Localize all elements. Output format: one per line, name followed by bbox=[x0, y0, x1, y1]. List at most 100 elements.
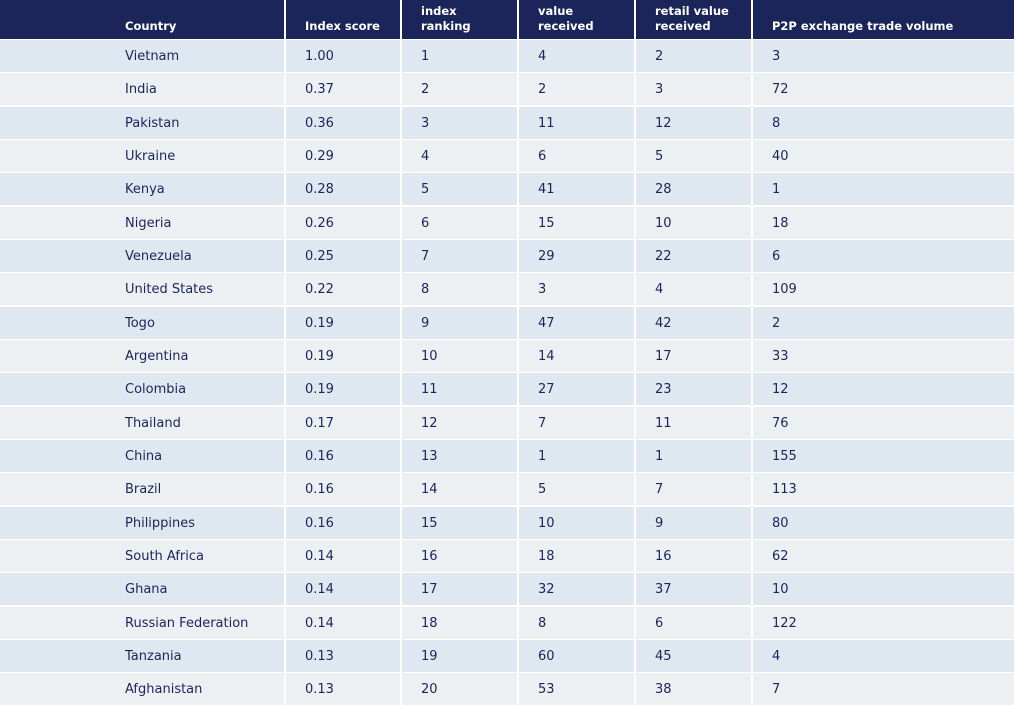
column-divider bbox=[751, 0, 753, 706]
cell-country: South Africa bbox=[125, 548, 204, 564]
cell-country: Russian Federation bbox=[125, 615, 249, 631]
cell-index-score: 0.16 bbox=[305, 481, 334, 497]
cell-country: Thailand bbox=[125, 415, 181, 431]
column-header-label: Overall index ranking bbox=[421, 0, 471, 33]
cell-index-score: 0.14 bbox=[305, 615, 334, 631]
cell-overall-ranking: 14 bbox=[421, 481, 438, 497]
cell-index-score: 0.13 bbox=[305, 648, 334, 664]
cell-country: Venezuela bbox=[125, 248, 192, 264]
table-header: Country Index score Overall index rankin… bbox=[0, 0, 1014, 39]
cell-overall-ranking: 3 bbox=[421, 115, 430, 131]
cell-onchain-retail: 4 bbox=[655, 281, 664, 297]
cell-country: Nigeria bbox=[125, 215, 172, 231]
cell-p2p-volume: 122 bbox=[772, 615, 797, 631]
cell-onchain-retail: 45 bbox=[655, 648, 672, 664]
cell-onchain-value: 53 bbox=[538, 681, 555, 697]
cell-p2p-volume: 62 bbox=[772, 548, 789, 564]
cell-country: Vietnam bbox=[125, 48, 180, 64]
cell-onchain-value: 1 bbox=[538, 448, 547, 464]
table-row: Afghanistan 0.13 20 53 38 7 bbox=[0, 673, 1014, 705]
cell-overall-ranking: 20 bbox=[421, 681, 438, 697]
column-header-onchain-value: On-chain value received bbox=[518, 0, 635, 39]
table-row: United States 0.22 8 3 4 109 bbox=[0, 273, 1014, 305]
cell-index-score: 0.36 bbox=[305, 115, 334, 131]
cell-p2p-volume: 33 bbox=[772, 348, 789, 364]
cell-index-score: 0.26 bbox=[305, 215, 334, 231]
table-row: Ukraine 0.29 4 6 5 40 bbox=[0, 140, 1014, 172]
cell-onchain-retail: 16 bbox=[655, 548, 672, 564]
table-row: Tanzania 0.13 19 60 45 4 bbox=[0, 640, 1014, 672]
table-row: Colombia 0.19 11 27 23 12 bbox=[0, 373, 1014, 405]
cell-country: Argentina bbox=[125, 348, 189, 364]
cell-country: India bbox=[125, 81, 157, 97]
cell-overall-ranking: 19 bbox=[421, 648, 438, 664]
cell-index-score: 0.19 bbox=[305, 381, 334, 397]
cell-country: Brazil bbox=[125, 481, 162, 497]
cell-p2p-volume: 3 bbox=[772, 48, 781, 64]
column-divider bbox=[400, 0, 402, 706]
column-header-country: Country bbox=[0, 0, 285, 39]
table-row: South Africa 0.14 16 18 16 62 bbox=[0, 540, 1014, 572]
cell-overall-ranking: 8 bbox=[421, 281, 430, 297]
cell-index-score: 0.14 bbox=[305, 581, 334, 597]
cell-p2p-volume: 113 bbox=[772, 481, 797, 497]
cell-onchain-value: 18 bbox=[538, 548, 555, 564]
table-row: Thailand 0.17 12 7 11 76 bbox=[0, 407, 1014, 439]
cell-onchain-retail: 22 bbox=[655, 248, 672, 264]
cell-country: China bbox=[125, 448, 163, 464]
cell-p2p-volume: 72 bbox=[772, 81, 789, 97]
cell-onchain-retail: 42 bbox=[655, 315, 672, 331]
cell-onchain-retail: 7 bbox=[655, 481, 664, 497]
cell-index-score: 0.16 bbox=[305, 515, 334, 531]
cell-country: Colombia bbox=[125, 381, 187, 397]
cell-onchain-retail: 5 bbox=[655, 148, 664, 164]
cell-onchain-retail: 37 bbox=[655, 581, 672, 597]
cell-onchain-value: 7 bbox=[538, 415, 547, 431]
table-row: Venezuela 0.25 7 29 22 6 bbox=[0, 240, 1014, 272]
cell-p2p-volume: 109 bbox=[772, 281, 797, 297]
cell-p2p-volume: 155 bbox=[772, 448, 797, 464]
table-row: Pakistan 0.36 3 11 12 8 bbox=[0, 107, 1014, 139]
table-row: China 0.16 13 1 1 155 bbox=[0, 440, 1014, 472]
cell-index-score: 0.19 bbox=[305, 315, 334, 331]
cell-country: Philippines bbox=[125, 515, 196, 531]
column-divider bbox=[284, 0, 286, 706]
cell-country: Ghana bbox=[125, 581, 168, 597]
column-header-label: On-chain value received bbox=[538, 0, 596, 33]
cell-p2p-volume: 7 bbox=[772, 681, 781, 697]
cell-country: Togo bbox=[125, 315, 155, 331]
cell-country: United States bbox=[125, 281, 214, 297]
cell-index-score: 0.37 bbox=[305, 81, 334, 97]
cell-index-score: 0.28 bbox=[305, 181, 334, 197]
cell-p2p-volume: 4 bbox=[772, 648, 781, 664]
cell-index-score: 1.00 bbox=[305, 48, 334, 64]
table-row: Philippines 0.16 15 10 9 80 bbox=[0, 507, 1014, 539]
cell-p2p-volume: 2 bbox=[772, 315, 781, 331]
table-row: Kenya 0.28 5 41 28 1 bbox=[0, 173, 1014, 205]
column-header-label: Index score bbox=[305, 19, 380, 33]
cell-onchain-value: 29 bbox=[538, 248, 555, 264]
column-header-p2p-volume: P2P exchange trade volume bbox=[752, 0, 1014, 39]
cell-index-score: 0.25 bbox=[305, 248, 334, 264]
column-divider bbox=[634, 0, 636, 706]
cell-p2p-volume: 6 bbox=[772, 248, 781, 264]
cell-onchain-value: 4 bbox=[538, 48, 547, 64]
cell-country: Ukraine bbox=[125, 148, 176, 164]
table-row: India 0.37 2 2 3 72 bbox=[0, 73, 1014, 105]
cell-overall-ranking: 2 bbox=[421, 81, 430, 97]
cell-onchain-retail: 9 bbox=[655, 515, 664, 531]
column-header-overall-ranking: Overall index ranking bbox=[401, 0, 518, 39]
cell-country: Kenya bbox=[125, 181, 165, 197]
cell-onchain-value: 47 bbox=[538, 315, 555, 331]
table-row: Vietnam 1.00 1 4 2 3 bbox=[0, 40, 1014, 72]
column-header-label: P2P exchange trade volume bbox=[772, 19, 954, 33]
cell-onchain-retail: 28 bbox=[655, 181, 672, 197]
cell-onchain-value: 32 bbox=[538, 581, 555, 597]
table-row: Brazil 0.16 14 5 7 113 bbox=[0, 473, 1014, 505]
cell-overall-ranking: 10 bbox=[421, 348, 438, 364]
cell-p2p-volume: 80 bbox=[772, 515, 789, 531]
table-row: Russian Federation 0.14 18 8 6 122 bbox=[0, 607, 1014, 639]
cell-onchain-value: 41 bbox=[538, 181, 555, 197]
cell-onchain-value: 15 bbox=[538, 215, 555, 231]
